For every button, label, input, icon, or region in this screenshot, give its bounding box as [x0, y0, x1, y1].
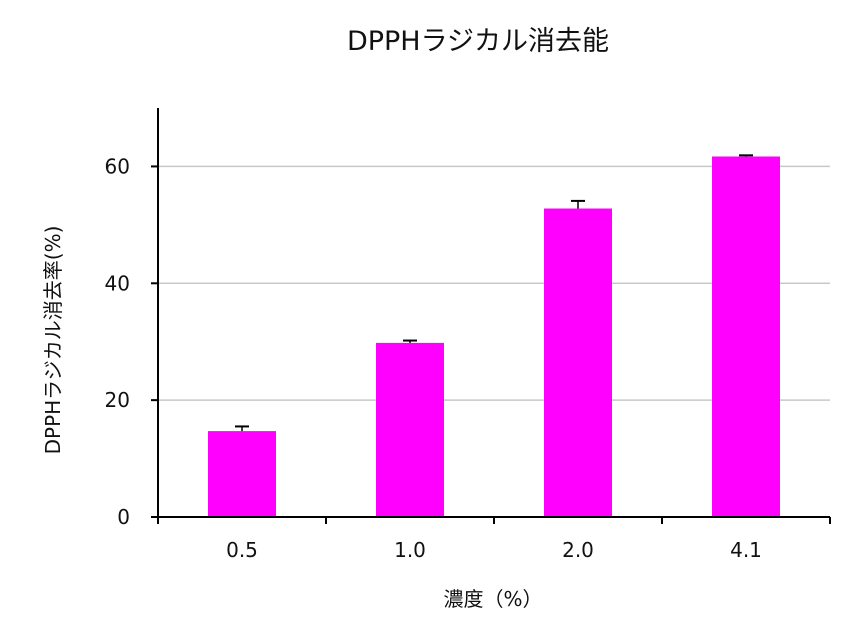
y-tick-labels: 0 20 40 60 — [105, 154, 130, 529]
bar-4.1 — [712, 156, 780, 517]
x-tick-label-4.1: 4.1 — [730, 538, 762, 562]
x-axis-label: 濃度（%） — [443, 587, 542, 611]
y-tick-label-20: 20 — [105, 388, 130, 412]
axes — [151, 108, 831, 524]
bars — [208, 156, 780, 518]
y-tick-label-60: 60 — [105, 154, 130, 178]
x-tick-label-0.5: 0.5 — [226, 538, 258, 562]
chart-title: DPPHラジカル消去能 — [347, 26, 609, 57]
x-tick-label-2.0: 2.0 — [562, 538, 594, 562]
bar-1.0 — [376, 342, 444, 517]
bar-2.0 — [544, 208, 612, 518]
x-tick-label-1.0: 1.0 — [394, 538, 426, 562]
x-tick-labels: 0.5 1.0 2.0 4.1 — [226, 538, 762, 562]
y-axis-label: DPPHラジカル消去率(%) — [41, 226, 65, 455]
error-bars — [235, 154, 753, 432]
y-tick-label-0: 0 — [117, 505, 130, 529]
bar-0.5 — [208, 431, 276, 517]
y-tick-label-40: 40 — [105, 271, 130, 295]
